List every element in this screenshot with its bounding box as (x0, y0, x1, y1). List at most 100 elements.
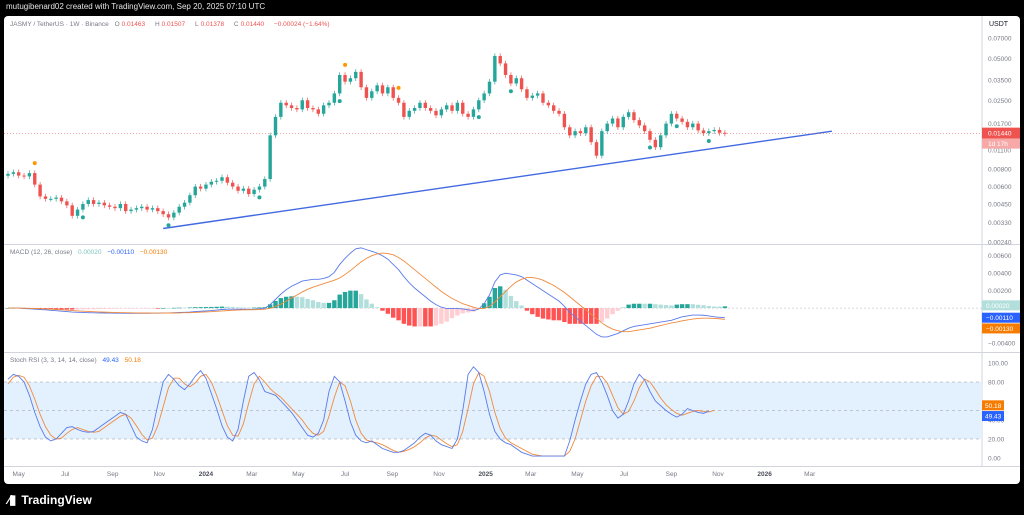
candle (354, 71, 358, 79)
macd-signal-line (8, 252, 725, 333)
candle (493, 55, 497, 82)
candle (273, 116, 278, 136)
candle (418, 102, 422, 109)
tradingview-logo-icon: ⁄▮ (8, 492, 16, 507)
time-tick-label: May (13, 471, 26, 478)
macd-bar (385, 308, 391, 314)
macd-bar (160, 308, 166, 309)
price-legend: JASMY / TetherUS · 1W · Binance O 0.01463… (10, 21, 334, 28)
time-tick-label: 2026 (757, 471, 772, 478)
candle (332, 93, 337, 103)
chart-container[interactable]: USDT JASMY / TetherUS · 1W · Binance O 0.… (4, 16, 1020, 484)
candle (220, 177, 224, 181)
macd-bar (214, 306, 219, 309)
candle (236, 186, 240, 191)
macd-bar (96, 308, 102, 310)
macd-label: MACD (12, 26, close) (10, 249, 73, 256)
candle (129, 209, 133, 212)
candle (471, 109, 476, 117)
macd-bar (642, 303, 647, 309)
candle (712, 129, 716, 132)
candle (247, 188, 251, 195)
macd-bar (551, 308, 556, 321)
candle (578, 131, 583, 134)
candle (102, 202, 106, 206)
macd-bar (112, 308, 118, 309)
candle (541, 93, 545, 103)
macd-bar (187, 307, 193, 309)
candle (434, 110, 438, 116)
candle (231, 182, 235, 187)
macd-bar (310, 300, 316, 309)
macd-bar (358, 294, 364, 309)
candle (519, 78, 524, 90)
candle (70, 205, 74, 216)
macd-bar (679, 304, 685, 309)
macd-value-hist: 0.00020 (77, 249, 102, 256)
macd-bar (91, 308, 96, 310)
candle (653, 139, 658, 148)
price-tick-label: 0.07000 (988, 36, 1012, 43)
ohlc-c: C 0.01440 (233, 21, 265, 28)
signal-dot-buy (166, 223, 171, 228)
macd-badge (982, 312, 1020, 323)
tradingview-brand[interactable]: ⁄▮ TradingView (8, 492, 92, 508)
macd-bar (342, 291, 348, 309)
macd-bar (353, 290, 358, 309)
macd-bar (294, 296, 300, 309)
candle (723, 132, 727, 134)
macd-bar (503, 289, 508, 309)
macd-bar (674, 304, 679, 309)
macd-bar (166, 308, 171, 309)
trendline (163, 130, 833, 230)
macd-bar (423, 308, 428, 327)
candle (584, 127, 588, 134)
candle (364, 87, 369, 98)
macd-bar (139, 308, 144, 309)
ohlc-o: O 0.01463 (114, 21, 146, 28)
signal-dot-sell (343, 62, 348, 67)
macd-bar (193, 307, 198, 309)
signal-dot-buy (706, 138, 711, 143)
candles (6, 53, 727, 221)
candle (214, 180, 219, 182)
macd-bar (583, 308, 588, 324)
candle (648, 131, 652, 140)
rsi-tick-label: 0.00 (988, 456, 1001, 463)
candle (370, 91, 374, 98)
macd-bar (219, 306, 225, 309)
macd-bar (144, 308, 150, 309)
candle (327, 102, 331, 106)
currency-label: USDT (989, 21, 1009, 28)
macd-bar (594, 308, 599, 324)
candle (380, 85, 385, 94)
chart-svg[interactable]: 0.07000 0.05000 0.03500 0.02500 0.01700 0.011… (4, 16, 1020, 484)
macd-bar (722, 306, 728, 309)
macd-bar (198, 307, 203, 309)
time-tick-label: Mar (804, 471, 816, 478)
candle (182, 202, 187, 207)
macd-bar (492, 288, 498, 309)
macd-bar (374, 307, 380, 309)
macd-bar (562, 308, 567, 323)
macd-bar (251, 307, 257, 309)
signal-dot-buy (674, 124, 679, 129)
candle (118, 203, 123, 209)
macd-bar (380, 308, 385, 311)
candle (568, 127, 572, 136)
candle (680, 118, 684, 122)
candle (279, 102, 283, 117)
macd-bar (556, 308, 562, 321)
signal-dot-buy (476, 115, 481, 120)
candle (423, 102, 427, 109)
candle (691, 123, 695, 128)
macd-bar (546, 308, 551, 320)
macd-bar (305, 298, 310, 309)
candle (428, 108, 433, 111)
ohlc-l: L 0.01378 (194, 21, 225, 28)
macd-bar (417, 308, 423, 327)
candle (359, 71, 363, 88)
time-tick-label: Nov (712, 471, 724, 478)
macd-bar (695, 304, 701, 309)
macd-bar (150, 308, 155, 309)
